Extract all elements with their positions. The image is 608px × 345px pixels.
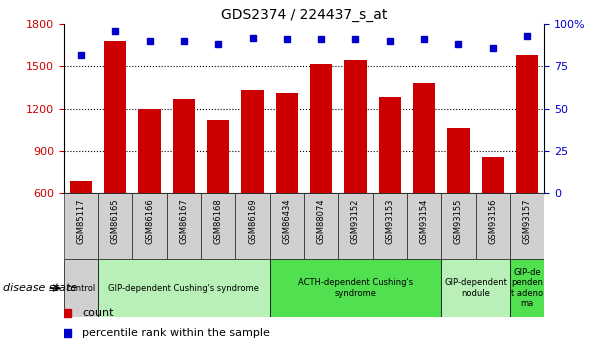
- Text: GSM93154: GSM93154: [420, 198, 429, 244]
- Text: GSM93153: GSM93153: [385, 198, 394, 244]
- Bar: [270, 193, 304, 259]
- Bar: [344, 60, 367, 193]
- Bar: [70, 180, 92, 193]
- Bar: [510, 193, 544, 259]
- Text: GSM86169: GSM86169: [248, 198, 257, 244]
- Bar: [310, 64, 333, 193]
- Text: GIP-dependent
nodule: GIP-dependent nodule: [444, 278, 507, 298]
- Bar: [475, 193, 510, 259]
- Text: GSM93156: GSM93156: [488, 198, 497, 244]
- Bar: [98, 193, 133, 259]
- Text: count: count: [82, 308, 114, 317]
- Text: ACTH-dependent Cushing's
syndrome: ACTH-dependent Cushing's syndrome: [298, 278, 413, 298]
- Bar: [441, 193, 475, 259]
- Bar: [304, 193, 338, 259]
- Bar: [270, 259, 441, 317]
- Bar: [241, 90, 264, 193]
- Text: GSM86165: GSM86165: [111, 198, 120, 244]
- Bar: [207, 120, 229, 193]
- Text: GSM86166: GSM86166: [145, 198, 154, 244]
- Text: GIP-de
penden
t adeno
ma: GIP-de penden t adeno ma: [511, 268, 543, 308]
- Bar: [407, 193, 441, 259]
- Bar: [379, 97, 401, 193]
- Bar: [64, 259, 98, 317]
- Bar: [133, 193, 167, 259]
- Bar: [167, 193, 201, 259]
- Text: GSM85117: GSM85117: [77, 198, 86, 244]
- Text: GSM88074: GSM88074: [317, 198, 326, 244]
- Text: disease state: disease state: [3, 283, 77, 293]
- Text: control: control: [66, 284, 95, 293]
- Bar: [173, 99, 195, 193]
- Bar: [447, 128, 469, 193]
- Bar: [235, 193, 270, 259]
- Text: GSM86434: GSM86434: [282, 198, 291, 244]
- Text: GIP-dependent Cushing's syndrome: GIP-dependent Cushing's syndrome: [108, 284, 260, 293]
- Text: GSM93155: GSM93155: [454, 198, 463, 244]
- Bar: [338, 193, 373, 259]
- Bar: [482, 157, 504, 193]
- Bar: [201, 193, 235, 259]
- Bar: [510, 259, 544, 317]
- Bar: [373, 193, 407, 259]
- Bar: [98, 259, 270, 317]
- Bar: [413, 83, 435, 193]
- Bar: [104, 41, 126, 193]
- Text: GSM93157: GSM93157: [522, 198, 531, 244]
- Text: GSM93152: GSM93152: [351, 198, 360, 244]
- Bar: [139, 109, 161, 193]
- Bar: [275, 93, 298, 193]
- Text: percentile rank within the sample: percentile rank within the sample: [82, 328, 270, 338]
- Bar: [516, 55, 538, 193]
- Bar: [64, 193, 98, 259]
- Bar: [441, 259, 510, 317]
- Title: GDS2374 / 224437_s_at: GDS2374 / 224437_s_at: [221, 8, 387, 22]
- Text: GSM86168: GSM86168: [214, 198, 223, 244]
- Text: GSM86167: GSM86167: [179, 198, 188, 244]
